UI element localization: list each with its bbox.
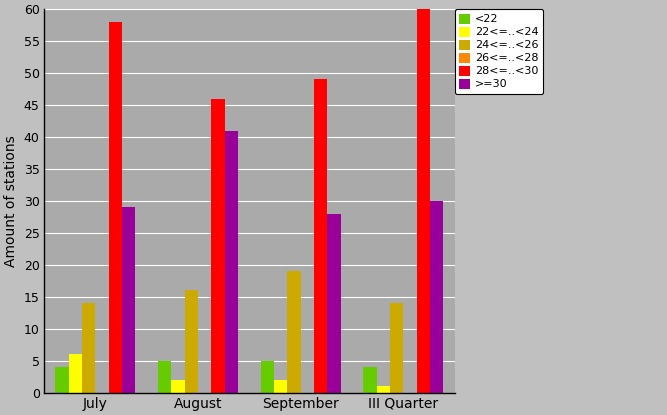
Bar — [390, 303, 404, 393]
Bar — [417, 9, 430, 393]
Bar — [287, 271, 301, 393]
Bar — [171, 380, 185, 393]
Legend: <22, 22<=..<24, 24<=..<26, 26<=..<28, 28<=..<30, >=30: <22, 22<=..<24, 24<=..<26, 26<=..<28, 28… — [455, 9, 543, 94]
Bar — [55, 367, 69, 393]
Bar — [185, 290, 198, 393]
Bar — [314, 80, 327, 393]
Bar — [122, 208, 135, 393]
Bar — [69, 354, 82, 393]
Y-axis label: Amount of stations: Amount of stations — [4, 135, 18, 267]
Bar — [261, 361, 274, 393]
Bar — [364, 367, 377, 393]
Bar — [377, 386, 390, 393]
Bar — [82, 303, 95, 393]
Bar — [225, 131, 238, 393]
Bar — [327, 214, 341, 393]
Bar — [274, 380, 287, 393]
Bar — [109, 22, 122, 393]
Bar — [158, 361, 171, 393]
Bar — [211, 99, 225, 393]
Bar — [430, 201, 444, 393]
